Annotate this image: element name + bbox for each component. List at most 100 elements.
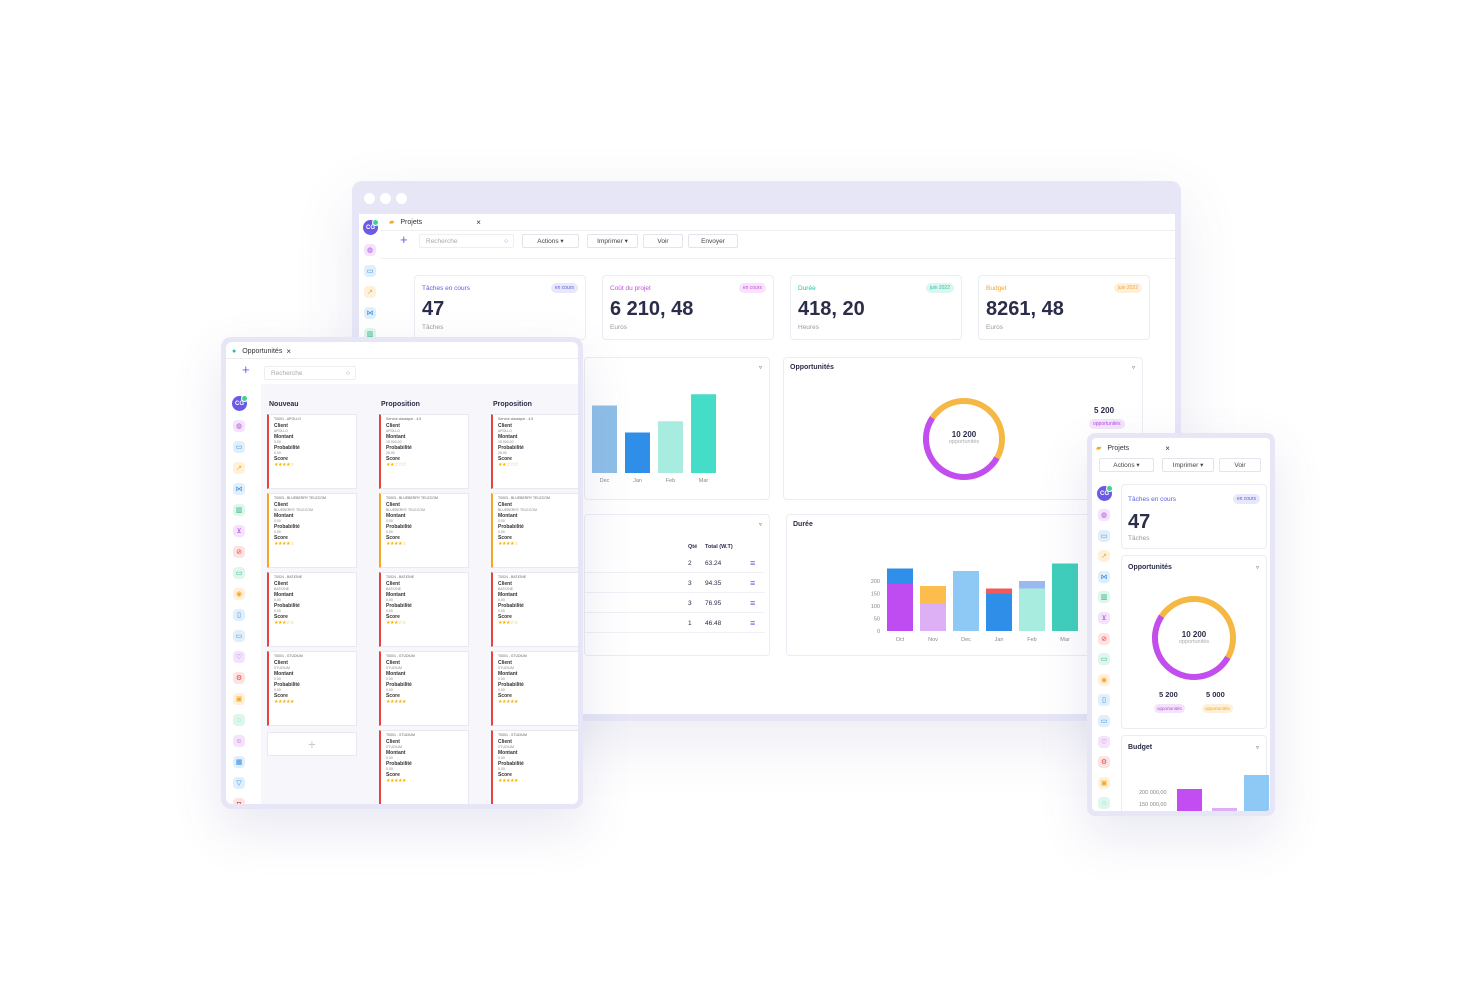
chart-icon[interactable]: ▥ <box>1098 591 1110 604</box>
view-button[interactable]: Voir <box>1219 458 1261 472</box>
monitor-icon[interactable]: ▭ <box>233 630 245 642</box>
bot-icon[interactable]: ◘ <box>233 798 245 804</box>
opportunity-card[interactable]: T0001 - STUDIUM Client STUDIUM Montant 0,00 P… <box>491 651 578 726</box>
chat-icon[interactable]: ◌ <box>233 714 245 726</box>
opportunity-card[interactable]: T0003 - BLUEBERRY TELECOM Client BLUEBERRY… <box>379 493 469 568</box>
menu-icon[interactable]: ≡ <box>750 598 756 608</box>
tab-projets[interactable]: ▰ Projets × <box>389 215 481 229</box>
users-icon[interactable]: ◍ <box>233 420 245 432</box>
calendar-icon[interactable]: ▭ <box>1098 529 1110 542</box>
opportunity-card[interactable]: T0001 - STUDIUM Client STUDIUM Montant 0,00 P… <box>379 730 469 804</box>
add-card-button[interactable]: + <box>267 732 357 756</box>
box-icon[interactable]: ▣ <box>233 693 245 705</box>
search-input[interactable]: Recherche ○ <box>419 234 514 248</box>
menu-icon[interactable]: ≡ <box>750 558 756 568</box>
opportunity-card[interactable]: T0001 - APOLLO Client APOLLO Montant 0,00 Pro… <box>267 414 357 489</box>
chevron-down-icon[interactable]: ▿ <box>1255 565 1259 571</box>
menu-icon[interactable]: ≡ <box>750 578 756 588</box>
chart-icon[interactable]: ▥ <box>233 504 245 516</box>
close-icon[interactable]: × <box>286 346 291 356</box>
add-icon[interactable]: + <box>242 362 250 377</box>
chevron-down-icon[interactable]: ▿ <box>1131 365 1135 371</box>
field-label: Montant <box>386 592 406 598</box>
dumbbell-icon[interactable]: ⋈ <box>1098 570 1110 583</box>
trend-icon[interactable]: ↗ <box>233 462 245 474</box>
tab-opportunites[interactable]: ● Opportunités × <box>232 344 291 358</box>
opportunity-card[interactable]: T0024 - BATIONE Client BATIONE Montant 0,00 P… <box>491 572 578 647</box>
field-label: Montant <box>386 671 406 677</box>
opportunity-card[interactable]: Service classique - 4.5 Client APOLLO Monta… <box>491 414 578 489</box>
filter-icon[interactable]: ▽ <box>233 777 245 789</box>
opportunity-card[interactable]: T0001 - STUDIUM Client STUDIUM Montant 0,00 P… <box>379 651 469 726</box>
star-rating: ★★☆☆☆ <box>386 462 406 468</box>
send-button[interactable]: Envoyer <box>688 234 738 248</box>
kpi-card: Coût du projet en cours 6 210, 48 Euros <box>602 275 774 340</box>
close-icon[interactable]: × <box>476 217 481 227</box>
search-input[interactable]: Recherche ○ <box>264 366 356 380</box>
actions-button[interactable]: Actions ▾ <box>522 234 579 248</box>
avatar[interactable]: CG <box>232 395 248 411</box>
coin-icon[interactable]: ◉ <box>233 588 245 600</box>
actions-button[interactable]: Actions ▾ <box>1099 458 1154 472</box>
cart-icon[interactable]: ⊻ <box>233 525 245 537</box>
calendar-icon[interactable]: ▭ <box>364 265 376 277</box>
settings-icon[interactable]: ⚙ <box>1098 756 1110 769</box>
coin-icon[interactable]: ◉ <box>1098 673 1110 686</box>
trend-icon[interactable]: ↗ <box>364 286 376 298</box>
opportunity-card[interactable]: T0001 - STUDIUM Client STUDIUM Montant 0,00 P… <box>267 651 357 726</box>
kpi-value: 418, 20 <box>798 298 865 320</box>
ban-icon[interactable]: ⊘ <box>1098 632 1110 645</box>
heart-icon[interactable]: ♡ <box>233 651 245 663</box>
field-label: Client <box>498 581 512 587</box>
avatar[interactable]: CG <box>363 219 379 235</box>
users-icon[interactable]: ◍ <box>364 244 376 256</box>
tab-projets[interactable]: ▰ Projets × <box>1096 441 1170 455</box>
calendar-check-icon[interactable]: ▭ <box>1098 653 1110 666</box>
opportunity-card[interactable]: Service classique - 4.5 Client APOLLO Monta… <box>379 414 469 489</box>
building-icon[interactable]: ▦ <box>233 756 245 768</box>
add-icon[interactable]: + <box>400 232 408 247</box>
settings-icon[interactable]: ⚙ <box>233 672 245 684</box>
users-icon[interactable]: ◍ <box>1098 509 1110 521</box>
field-value: STUDIUM <box>386 666 402 670</box>
heart-icon[interactable]: ♡ <box>1098 735 1110 748</box>
opportunity-card[interactable]: T0024 - BATIONE Client BATIONE Montant 0,00 P… <box>267 572 357 647</box>
cart-icon[interactable]: ⊻ <box>1098 612 1110 624</box>
table-cell-qty: 3 <box>688 600 692 607</box>
field-label: Client <box>498 423 512 429</box>
field-label: Client <box>274 660 288 666</box>
document-icon[interactable]: ▯ <box>233 609 245 621</box>
user-icon[interactable]: ☺ <box>233 735 245 747</box>
card-ref: T0001 - STUDIUM <box>498 733 527 737</box>
dumbbell-icon[interactable]: ⋈ <box>364 307 376 319</box>
field-value: 0,00 <box>386 519 393 523</box>
opportunity-card[interactable]: T0001 - STUDIUM Client STUDIUM Montant 0,00 P… <box>491 730 578 804</box>
chat-icon[interactable]: ◌ <box>1098 797 1110 810</box>
card-ref: T0024 - BATIONE <box>274 575 303 579</box>
document-icon[interactable]: ▯ <box>1098 694 1110 707</box>
field-value: 0,00 <box>498 767 505 771</box>
calendar-icon[interactable]: ▭ <box>233 441 245 453</box>
chart-bar <box>691 394 716 473</box>
opportunity-card[interactable]: T0024 - BATIONE Client BATIONE Montant 0,00 P… <box>379 572 469 647</box>
view-button[interactable]: Voir <box>643 234 683 248</box>
box-icon[interactable]: ▣ <box>1098 776 1110 789</box>
trend-icon[interactable]: ↗ <box>1098 550 1110 563</box>
print-button[interactable]: Imprimer ▾ <box>1162 458 1214 472</box>
chevron-down-icon[interactable]: ▿ <box>758 365 762 371</box>
chevron-down-icon[interactable]: ▿ <box>758 522 762 528</box>
panel-title: Budget <box>1128 744 1153 751</box>
avatar[interactable]: CG <box>1097 485 1113 501</box>
axis-tick: Oct <box>896 637 905 643</box>
chevron-down-icon[interactable]: ▿ <box>1255 745 1259 751</box>
dumbbell-icon[interactable]: ⋈ <box>233 483 245 495</box>
calendar-check-icon[interactable]: ▭ <box>233 567 245 579</box>
ban-icon[interactable]: ⊘ <box>233 546 245 558</box>
menu-icon[interactable]: ≡ <box>750 618 756 628</box>
monitor-icon[interactable]: ▭ <box>1098 715 1110 727</box>
opportunity-card[interactable]: T0003 - BLUEBERRY TELECOM Client BLUEBERRY… <box>491 493 578 568</box>
print-button[interactable]: Imprimer ▾ <box>587 234 638 248</box>
row-divider <box>585 612 765 613</box>
close-icon[interactable]: × <box>1165 443 1170 453</box>
opportunity-card[interactable]: T0003 - BLUEBERRY TELECOM Client BLUEBERRY… <box>267 493 357 568</box>
